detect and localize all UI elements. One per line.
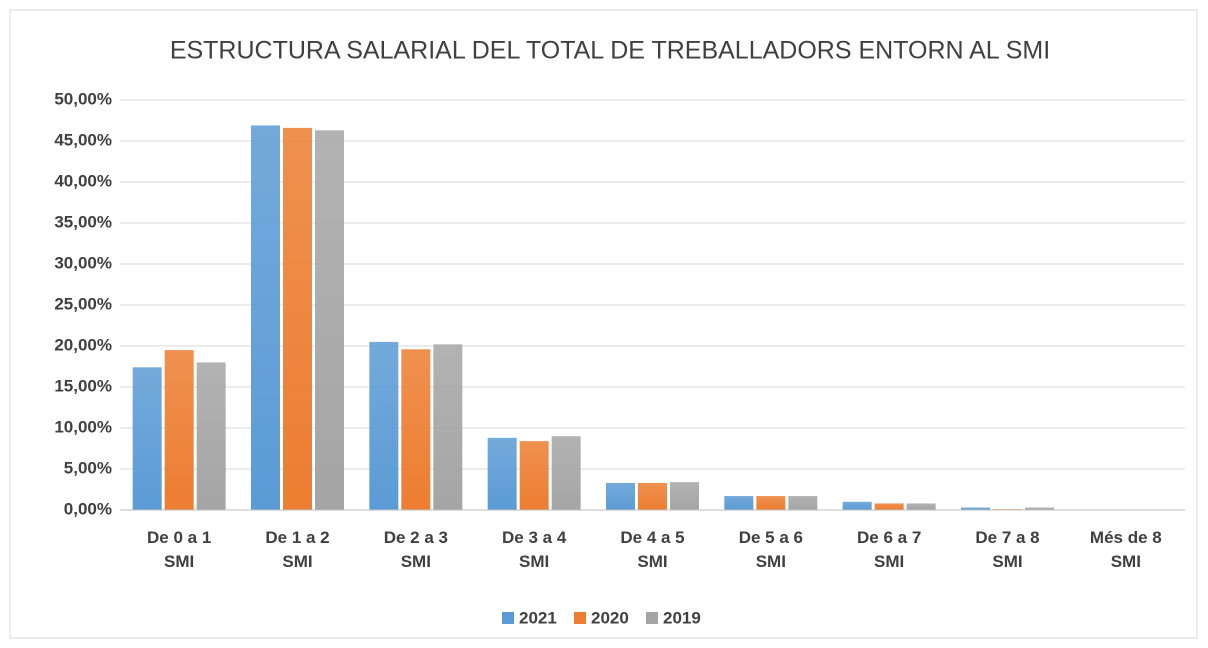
bar [961,507,990,510]
bar [638,482,667,510]
bar [724,496,754,510]
legend-label: 2021 [519,608,557,627]
bar [487,437,517,510]
x-tick-label: De 6 a 7 SMI [857,528,922,571]
bar [401,349,431,510]
x-tick-label: De 3 a 4 SMI [502,528,567,571]
bar [670,482,699,510]
bar [551,436,581,510]
legend-swatch [574,612,586,624]
chart-title: ESTRUCTURA SALARIAL DEL TOTAL DE TREBALL… [170,37,1050,65]
y-tick-label: 30,00% [54,253,112,272]
y-tick-label: 50,00% [54,89,112,108]
x-tick-label: De 7 a 8 SMI [975,528,1040,571]
legend-label: 2020 [591,608,629,627]
y-tick-label: 5,00% [64,458,112,477]
bar [519,441,549,510]
bar [132,367,162,510]
x-tick-label: Més de 8 SMI [1089,528,1162,571]
bar [788,496,818,510]
legend-swatch [502,612,514,624]
y-tick-label: 40,00% [54,171,112,190]
x-tick-label: De 1 a 2 SMI [265,528,330,571]
bar [874,503,904,510]
bar [433,344,463,510]
bar [196,362,226,510]
chart-border [9,9,1198,639]
x-tick-label: De 2 a 3 SMI [383,528,448,571]
legend-swatch [646,612,658,624]
x-tick-label: De 4 a 5 SMI [620,528,685,571]
y-tick-label: 10,00% [54,417,112,436]
y-tick-label: 35,00% [54,212,112,231]
y-tick-label: 15,00% [54,376,112,395]
y-tick-label: 20,00% [54,335,112,354]
bar [251,125,280,511]
bar [164,350,194,510]
bar [1025,507,1054,510]
bar [606,482,635,510]
bar [906,503,936,510]
legend-label: 2019 [663,608,701,627]
y-tick-label: 0,00% [64,499,112,518]
y-tick-label: 45,00% [54,130,112,149]
bar [842,501,872,510]
x-tick-label: De 5 a 6 SMI [738,528,803,571]
x-tick-label: De 0 a 1 SMI [147,528,212,571]
bar [756,496,786,510]
bar [315,130,344,510]
bar [283,127,312,510]
y-tick-label: 25,00% [54,294,112,313]
bar [369,341,399,510]
